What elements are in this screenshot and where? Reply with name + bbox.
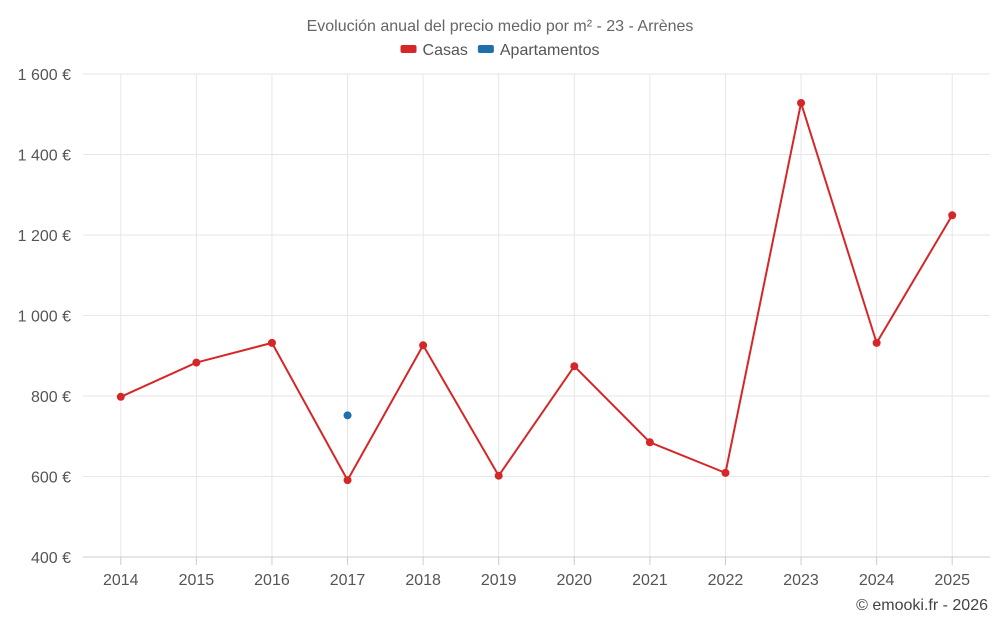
data-point-casas[interactable] — [116, 392, 125, 401]
x-tick-label: 2014 — [103, 572, 139, 589]
x-tick-label: 2016 — [254, 572, 290, 589]
x-tick-label: 2020 — [556, 572, 592, 589]
x-tick-label: 2024 — [859, 572, 895, 589]
y-tick-label: 800 € — [31, 389, 71, 406]
data-point-casas[interactable] — [494, 471, 503, 480]
data-point-casas[interactable] — [645, 438, 654, 447]
x-tick-label: 2023 — [783, 572, 819, 589]
y-axis: 400 € 600 € 800 € 1 000 € 1 200 € 1 400 € 1 60… — [18, 67, 71, 567]
legend-swatch — [400, 45, 417, 53]
legend-swatch — [477, 45, 494, 53]
grid-lines — [83, 73, 990, 557]
legend[interactable]: Casas Apartamentos — [400, 42, 600, 59]
y-tick-label: 1 600 € — [18, 67, 71, 84]
data-point-casas[interactable] — [948, 211, 957, 220]
series-layer — [116, 98, 957, 485]
chart-title: Evolución anual del precio medio por m² … — [307, 18, 694, 35]
y-tick-label: 1 200 € — [18, 228, 71, 245]
data-point-casas[interactable] — [872, 338, 881, 347]
data-point-apartamentos[interactable] — [343, 411, 352, 420]
y-tick-label: 1 400 € — [18, 148, 71, 165]
x-tick-label: 2021 — [632, 572, 668, 589]
data-point-casas[interactable] — [797, 98, 806, 107]
y-tick-label: 1 000 € — [18, 309, 71, 326]
x-tick-label: 2017 — [330, 572, 366, 589]
x-tick-label: 2019 — [481, 572, 517, 589]
legend-item-apartamentos[interactable]: Apartamentos — [477, 42, 600, 59]
x-axis: 2014 2015 2016 2017 2018 2019 2020 2021 2022 2023… — [83, 556, 990, 589]
credit-text: © emooki.fr - 2026 — [856, 597, 988, 614]
series-line-casas — [120, 101, 954, 482]
data-point-casas[interactable] — [343, 476, 352, 485]
data-point-casas[interactable] — [267, 338, 276, 347]
legend-label: Casas — [423, 42, 468, 59]
data-point-casas[interactable] — [192, 358, 201, 367]
legend-label: Apartamentos — [500, 42, 600, 59]
data-point-casas[interactable] — [721, 468, 730, 477]
data-point-casas[interactable] — [419, 341, 428, 350]
x-tick-label: 2022 — [708, 572, 744, 589]
y-tick-label: 400 € — [31, 550, 71, 567]
x-tick-label: 2018 — [405, 572, 441, 589]
legend-item-casas[interactable]: Casas — [400, 42, 468, 59]
series-casas — [116, 98, 957, 485]
data-point-casas[interactable] — [570, 362, 579, 371]
x-tick-label: 2025 — [934, 572, 970, 589]
x-tick-label: 2015 — [179, 572, 215, 589]
series-apartamentos — [343, 411, 352, 420]
y-tick-label: 600 € — [31, 470, 71, 487]
